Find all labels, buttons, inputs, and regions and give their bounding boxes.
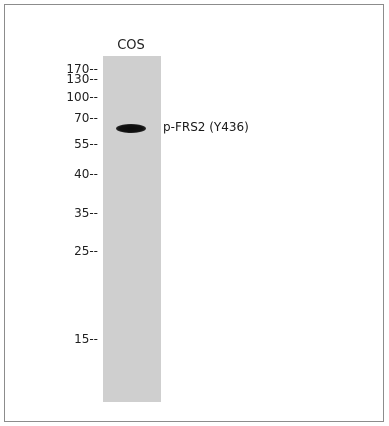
gel-lane xyxy=(103,56,161,402)
marker-130: 130-- xyxy=(66,72,98,86)
band-label: p-FRS2 (Y436) xyxy=(163,120,249,134)
marker-100: 100-- xyxy=(66,90,98,104)
marker-55: 55-- xyxy=(74,137,98,151)
marker-170: 170-- xyxy=(66,62,98,76)
lane-label: COS xyxy=(117,38,145,53)
marker-15: 15-- xyxy=(74,332,98,346)
figure-frame xyxy=(4,4,384,422)
marker-70: 70-- xyxy=(74,111,98,125)
marker-25: 25-- xyxy=(74,244,98,258)
marker-35: 35-- xyxy=(74,206,98,220)
protein-band xyxy=(116,124,146,133)
marker-40: 40-- xyxy=(74,167,98,181)
